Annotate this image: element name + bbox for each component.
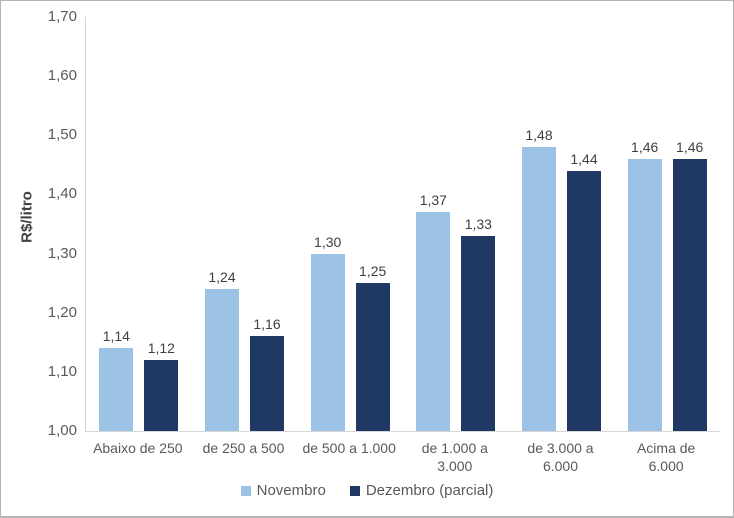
legend-swatch bbox=[240, 485, 251, 496]
bar bbox=[522, 147, 556, 431]
data-label: 1,24 bbox=[208, 269, 236, 286]
data-label: 1,12 bbox=[147, 340, 175, 357]
category-label: de 250 a 500 bbox=[202, 440, 285, 456]
legend-label: Dezembro (parcial) bbox=[365, 482, 494, 499]
y-tick-label: 1,00 bbox=[47, 422, 77, 439]
y-tick-label: 1,30 bbox=[47, 244, 77, 262]
bar bbox=[461, 235, 496, 431]
y-tick-label: 1,40 bbox=[47, 185, 77, 203]
y-tick-label: 1,10 bbox=[47, 362, 77, 380]
bar bbox=[672, 158, 707, 431]
legend-item: Dezembro (parcial) bbox=[349, 482, 494, 499]
category-label: de 3.000 a 6.000 bbox=[527, 440, 594, 474]
category-label: Acima de 6.000 bbox=[636, 440, 696, 474]
bar bbox=[250, 336, 284, 431]
legend-item: Novembro bbox=[240, 482, 326, 499]
bar bbox=[310, 253, 345, 431]
plot-area: 1,14 1,12 1,24 1,16 1,30 1,25 1,37 1,33 1,48 1,44… bbox=[85, 17, 720, 432]
legend-swatch bbox=[349, 485, 360, 496]
data-label: 1,46 bbox=[676, 138, 704, 155]
data-label: 1,14 bbox=[102, 328, 130, 345]
bar bbox=[99, 348, 134, 431]
data-label: 1,25 bbox=[359, 263, 387, 280]
category-label: de 500 a 1.000 bbox=[302, 440, 396, 456]
legend-label: Novembro bbox=[256, 482, 326, 499]
bar bbox=[416, 212, 451, 431]
category-label: Abaixo de 250 bbox=[93, 440, 183, 456]
y-tick-label: 1,70 bbox=[47, 8, 77, 25]
category-label: de 1.000 a 3.000 bbox=[421, 440, 488, 474]
bar bbox=[355, 283, 390, 431]
data-label: 1,30 bbox=[314, 233, 342, 250]
data-label: 1,33 bbox=[464, 215, 492, 232]
data-label: 1,46 bbox=[631, 138, 659, 155]
y-tick-label: 1,60 bbox=[47, 67, 77, 85]
y-tick-label: 1,50 bbox=[47, 126, 77, 144]
data-label: 1,44 bbox=[570, 150, 598, 167]
legend: Novembro Dezembro (parcial) bbox=[1, 482, 733, 499]
bar bbox=[627, 158, 662, 431]
bar bbox=[205, 289, 239, 431]
bar bbox=[567, 170, 601, 431]
data-label: 1,48 bbox=[525, 127, 553, 144]
data-label: 1,16 bbox=[253, 316, 281, 333]
data-label: 1,37 bbox=[419, 192, 447, 209]
y-tick-label: 1,20 bbox=[47, 303, 77, 321]
bar bbox=[144, 360, 179, 431]
